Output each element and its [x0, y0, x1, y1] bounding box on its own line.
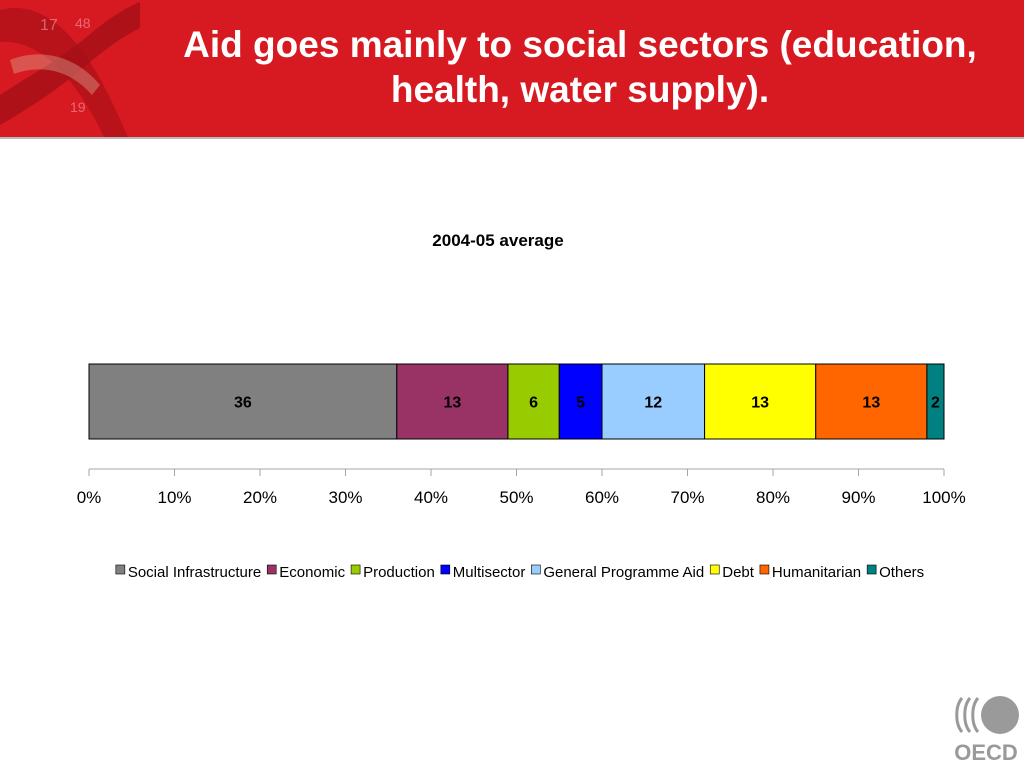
legend: Social Infrastructure Economic Production M… [115, 564, 924, 581]
x-tick-label: 10% [157, 488, 191, 507]
legend-swatch [440, 564, 451, 575]
legend-label: Production [363, 564, 435, 581]
legend-label: Others [879, 564, 924, 581]
x-tick-label: 60% [585, 488, 619, 507]
legend-item-economic: Economic [266, 564, 346, 581]
x-tick-label: 30% [328, 488, 362, 507]
legend-label: Multisector [453, 564, 526, 581]
legend-swatch [759, 564, 770, 575]
legend-swatch [266, 564, 277, 575]
x-axis: 0% 10% 20% 30% 40% 50% 60% 70% 80% 90% 100% [77, 468, 966, 507]
measuring-tape-icon: 17 48 19 [0, 2, 140, 137]
legend-item-debt: Debt [709, 564, 755, 581]
oecd-logo-text: OECD [954, 740, 1018, 764]
bar-segment-debt [704, 363, 817, 440]
oecd-logo-mark-icon [955, 696, 1019, 734]
x-tick-label: 20% [243, 488, 277, 507]
bar-segment-humanitarian [815, 363, 928, 440]
legend-label: Economic [279, 564, 345, 581]
legend-item-production: Production [350, 564, 435, 581]
x-tick-label: 80% [756, 488, 790, 507]
legend-swatch [115, 564, 126, 575]
legend-swatch [709, 564, 720, 575]
x-tick-label: 40% [414, 488, 448, 507]
data-labels: 36 13 6 5 12 13 13 2 [234, 395, 940, 412]
data-label-humanitarian: 13 [862, 395, 880, 412]
legend-label: Debt [722, 564, 755, 581]
page-title-line-1: Aid goes mainly to social sectors (educa… [183, 24, 977, 65]
data-label-multisector: 5 [576, 395, 585, 412]
header-divider [0, 137, 1024, 139]
legend-item-multisector: Multisector [440, 564, 526, 581]
oecd-logo: OECD [954, 696, 1019, 764]
data-label-production: 6 [529, 395, 538, 412]
slide-header: 17 48 19 Aid goes mainly to social secto… [0, 0, 1024, 137]
bar-segment-others [926, 363, 945, 440]
legend-swatch [531, 564, 541, 575]
data-label-social-infrastructure: 36 [234, 395, 252, 412]
data-label-general-programme-aid: 12 [644, 395, 662, 412]
x-tick-label: 70% [670, 488, 704, 507]
legend-label: Social Infrastructure [128, 564, 261, 581]
x-tick-label: 0% [77, 488, 102, 507]
bar-segment-multisector [558, 363, 603, 440]
data-label-others: 2 [931, 395, 940, 412]
bar-segment-social-infrastructure [88, 363, 398, 440]
legend-swatch [350, 564, 361, 575]
legend-label: Humanitarian [772, 564, 861, 581]
chart-title: 2004-05 average [432, 231, 563, 250]
svg-text:19: 19 [70, 99, 86, 115]
data-label-economic: 13 [443, 395, 461, 412]
page-title: Aid goes mainly to social sectors (educa… [110, 22, 1024, 112]
svg-text:17: 17 [40, 17, 58, 34]
bar-segment-general-programme-aid [601, 363, 706, 440]
bar-segments [88, 363, 945, 440]
legend-item-humanitarian: Humanitarian [759, 564, 861, 581]
page-title-line-2: health, water supply). [390, 69, 770, 111]
legend-swatch [866, 564, 877, 575]
legend-item-social-infrastructure: Social Infrastructure [115, 564, 261, 581]
x-tick-label: 100% [922, 488, 965, 507]
x-tick-label: 50% [499, 488, 533, 507]
data-label-debt: 13 [751, 395, 769, 412]
x-tick-label: 90% [841, 488, 875, 507]
legend-item-others: Others [866, 564, 924, 581]
legend-label: General Programme Aid [543, 564, 704, 581]
legend-item-general-programme-aid: General Programme Aid [531, 564, 704, 581]
svg-text:48: 48 [75, 15, 91, 31]
